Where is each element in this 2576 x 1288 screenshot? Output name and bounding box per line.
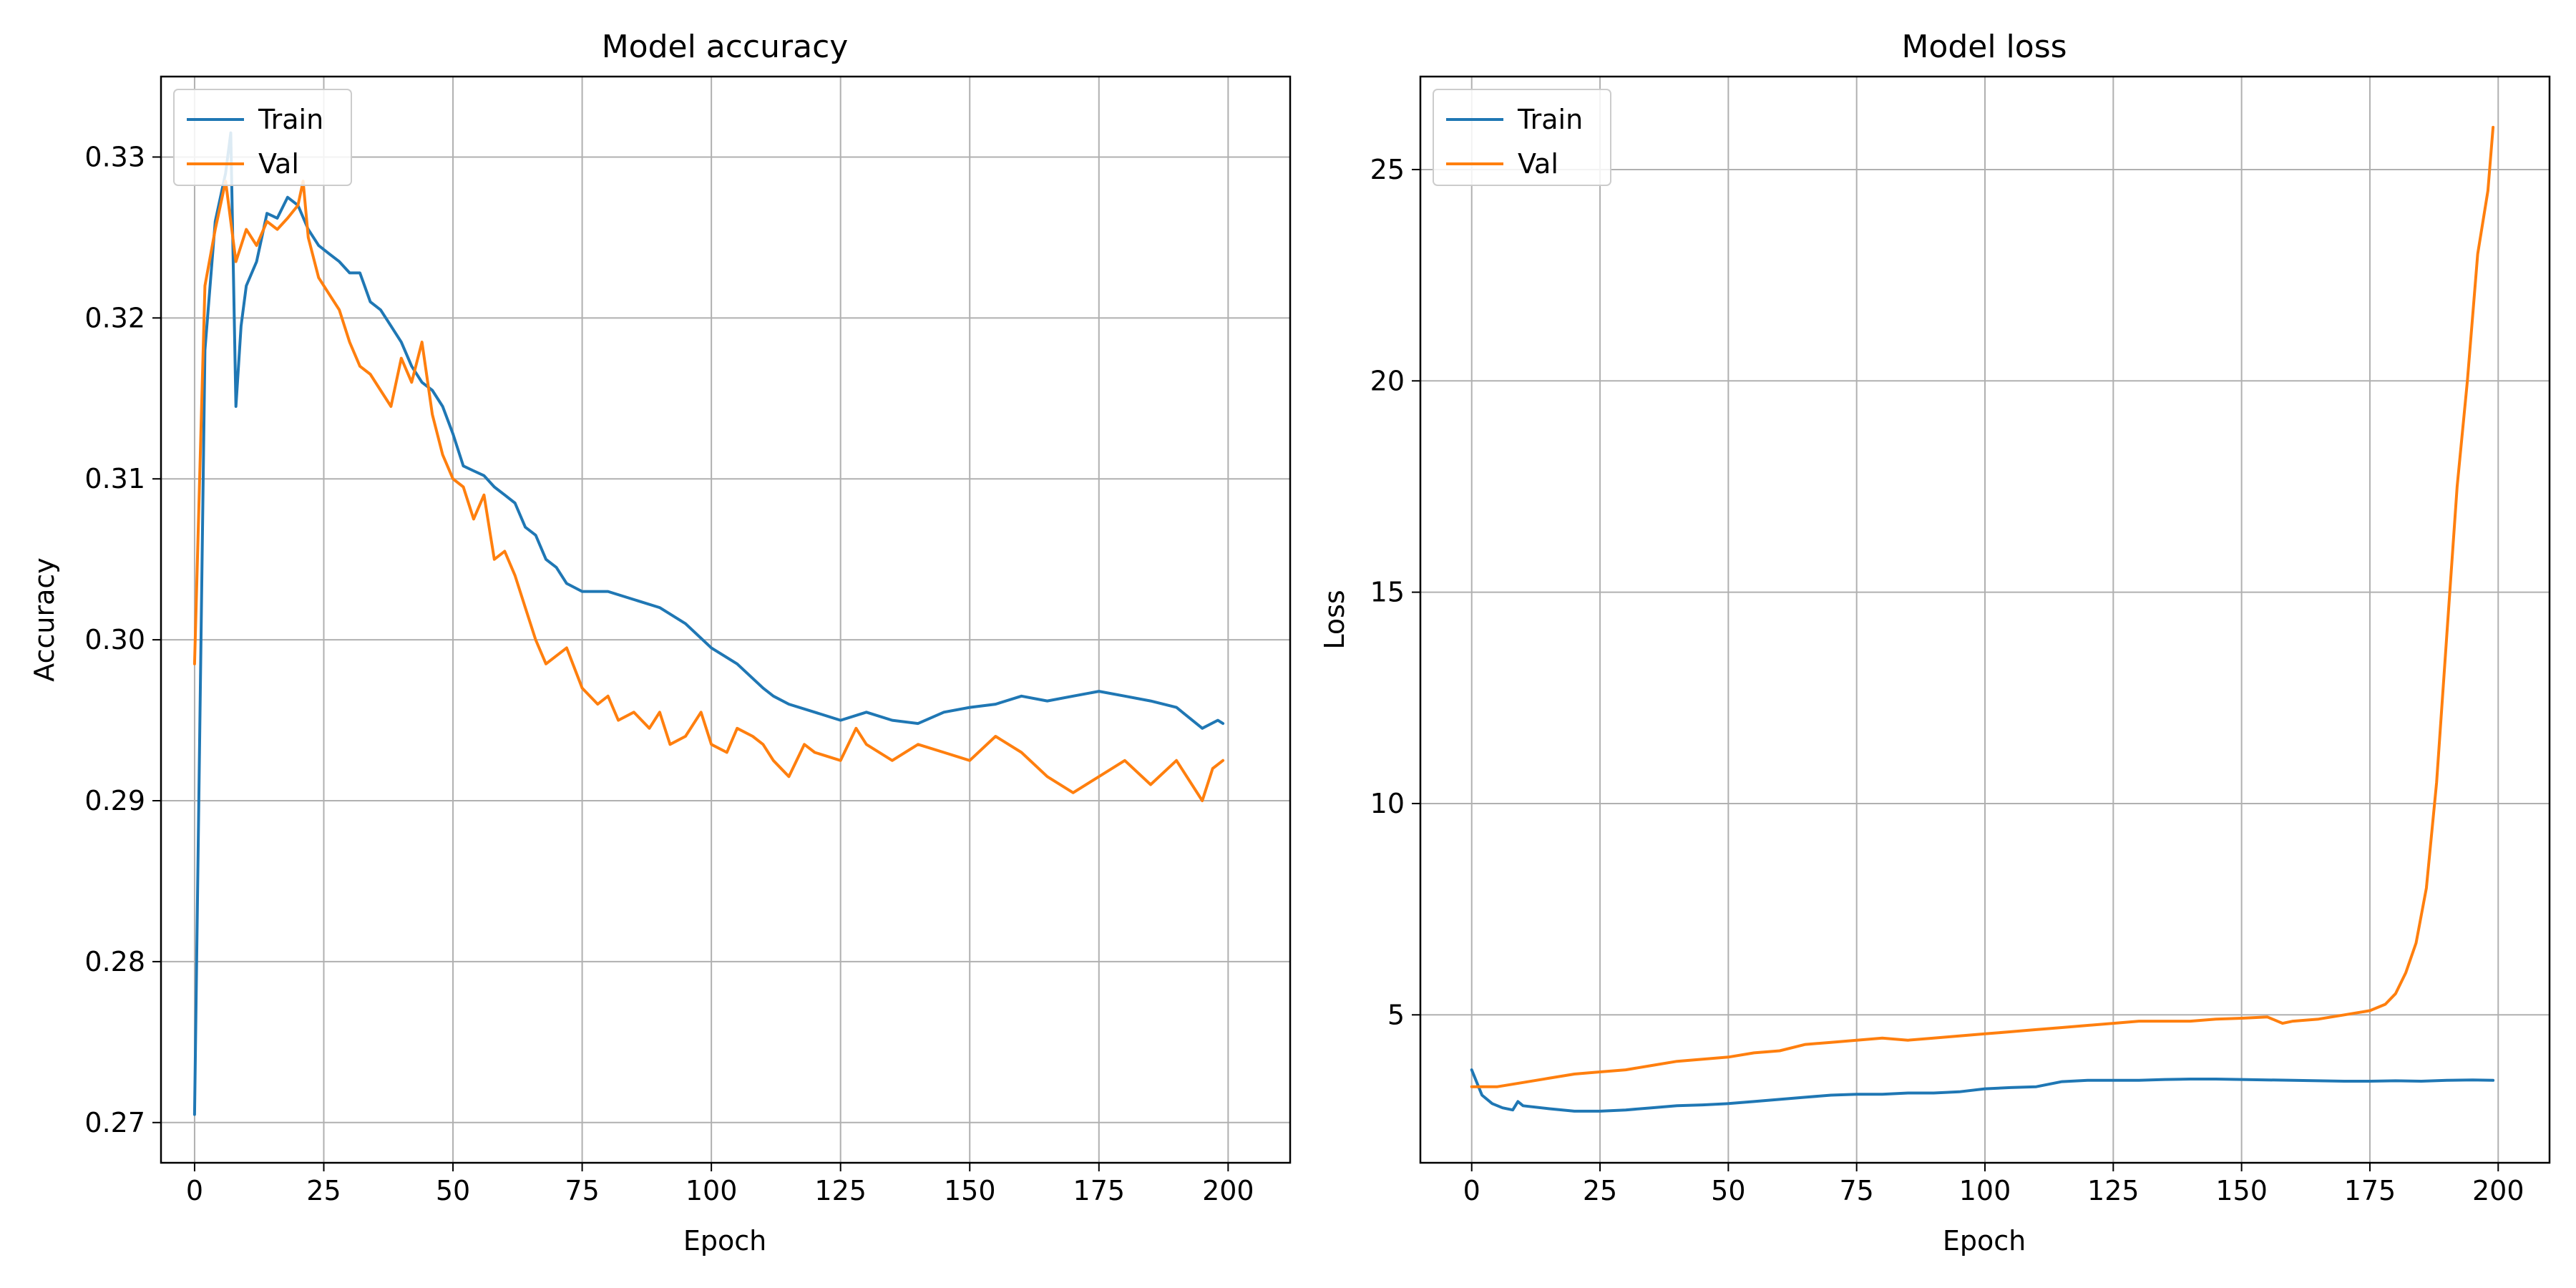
loss-x-tick-label: 175 xyxy=(2344,1175,2396,1206)
accuracy-y-tick-label: 0.32 xyxy=(84,302,145,333)
accuracy-chart-title: Model accuracy xyxy=(602,29,849,65)
accuracy-series-train-line xyxy=(192,131,1225,1116)
loss-series-val-line xyxy=(1470,125,2495,1088)
loss-y-tick-label: 10 xyxy=(1370,788,1405,819)
accuracy-chart: Model accuracy 0 25 50 75 100 125 150 175 200 0.2… xyxy=(29,29,1292,1257)
accuracy-y-axis-label: Accuracy xyxy=(29,557,60,682)
loss-legend: Train Val xyxy=(1433,89,1611,186)
accuracy-x-tick-label: 150 xyxy=(944,1175,996,1206)
loss-x-tick-label: 25 xyxy=(1583,1175,1617,1206)
loss-series xyxy=(1470,125,2495,1113)
loss-x-tick-label: 150 xyxy=(2215,1175,2268,1206)
loss-x-tick-label: 0 xyxy=(1463,1175,1480,1206)
loss-x-tick-label: 100 xyxy=(1959,1175,2011,1206)
accuracy-x-tick-label: 175 xyxy=(1073,1175,1126,1206)
accuracy-legend-label-val: Val xyxy=(258,148,299,180)
loss-x-tick-label: 75 xyxy=(1840,1175,1874,1206)
accuracy-y-tick-label: 0.28 xyxy=(84,946,145,977)
accuracy-legend-label-train: Train xyxy=(258,104,323,135)
accuracy-x-axis-label: Epoch xyxy=(683,1225,766,1257)
loss-y-axis-label: Loss xyxy=(1319,590,1350,649)
accuracy-series xyxy=(192,131,1225,1116)
loss-y-tick-label: 5 xyxy=(1387,999,1405,1030)
accuracy-x-tick-label: 0 xyxy=(186,1175,203,1206)
loss-legend-label-train: Train xyxy=(1517,104,1583,135)
loss-x-tick-label: 200 xyxy=(2472,1175,2524,1206)
accuracy-y-tick-label: 0.33 xyxy=(84,141,145,172)
accuracy-plot-frame xyxy=(160,75,1292,1164)
accuracy-ticks: 0 25 50 75 100 125 150 175 200 0.27 0.28 0.29 0.30 0.… xyxy=(84,141,1254,1206)
accuracy-y-tick-label: 0.29 xyxy=(84,785,145,816)
accuracy-grid xyxy=(161,77,1290,1163)
accuracy-legend: Train Val xyxy=(173,89,352,186)
accuracy-legend-box xyxy=(173,89,352,186)
loss-legend-box xyxy=(1433,89,1611,186)
accuracy-x-tick-label: 75 xyxy=(565,1175,599,1206)
loss-series-train-line xyxy=(1470,1068,2495,1113)
accuracy-series-val-line xyxy=(192,180,1225,802)
accuracy-x-tick-label: 125 xyxy=(814,1175,867,1206)
loss-x-tick-label: 125 xyxy=(2087,1175,2140,1206)
loss-chart-title: Model loss xyxy=(1901,29,2067,65)
accuracy-y-tick-label: 0.30 xyxy=(84,624,145,655)
loss-y-tick-label: 25 xyxy=(1370,154,1405,185)
loss-y-tick-label: 20 xyxy=(1370,365,1405,396)
accuracy-x-tick-label: 200 xyxy=(1202,1175,1254,1206)
accuracy-x-tick-label: 50 xyxy=(436,1175,470,1206)
loss-x-tick-label: 50 xyxy=(1711,1175,1745,1206)
accuracy-y-tick-label: 0.27 xyxy=(84,1107,145,1138)
accuracy-x-tick-label: 100 xyxy=(686,1175,738,1206)
loss-legend-label-val: Val xyxy=(1518,148,1558,180)
loss-x-axis-label: Epoch xyxy=(1943,1225,2026,1257)
loss-y-tick-label: 15 xyxy=(1370,577,1405,608)
loss-chart: Model loss 0 25 50 75 100 125 150 175 200 5 10 15 20… xyxy=(1319,29,2551,1257)
accuracy-x-tick-label: 25 xyxy=(306,1175,341,1206)
loss-ticks: 0 25 50 75 100 125 150 175 200 5 10 15 20 25 xyxy=(1370,154,2524,1206)
accuracy-y-tick-label: 0.31 xyxy=(84,463,145,494)
